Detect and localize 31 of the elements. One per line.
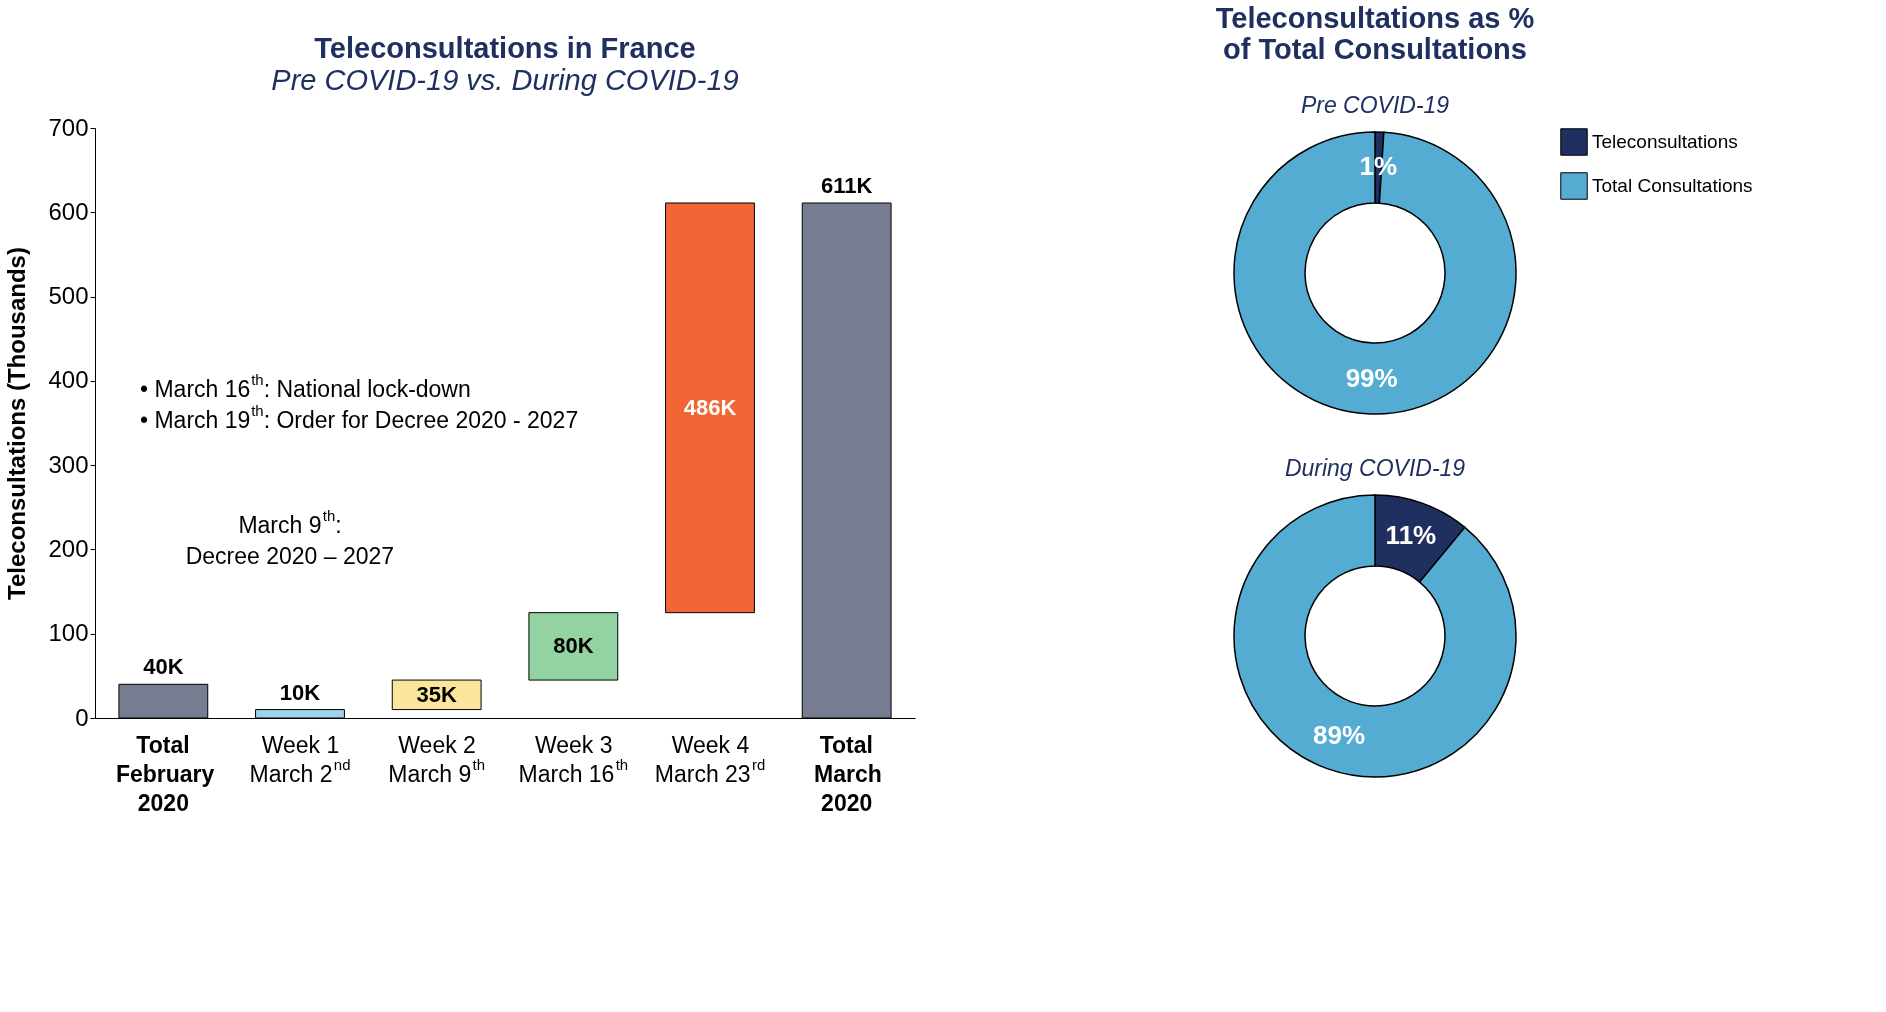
data-label: 40K xyxy=(143,654,184,680)
data-label: 486K xyxy=(683,394,737,420)
chart-title: Teleconsultations in France xyxy=(314,32,696,64)
data-label: 11% xyxy=(1385,520,1437,551)
legend-label: Total Consultations xyxy=(1592,175,1753,196)
data-label: 89% xyxy=(1313,719,1366,750)
data-label: 611K xyxy=(820,173,873,199)
donut-slice xyxy=(1233,494,1517,778)
x-tick-label: Total March 2020 xyxy=(814,732,882,816)
y-tick-label: 300 xyxy=(48,450,89,478)
data-label: 10K xyxy=(279,679,321,705)
data-label: 35K xyxy=(416,681,457,707)
y-axis-title: Teleconsultations (Thousands) xyxy=(3,247,31,600)
chart-subtitle: Pre COVID-19 xyxy=(1300,92,1450,118)
donut-slice xyxy=(1233,131,1517,415)
y-tick-label: 400 xyxy=(48,366,89,394)
y-tick-label: 0 xyxy=(75,703,89,731)
y-tick-label: 100 xyxy=(48,619,89,647)
bar xyxy=(528,612,619,681)
legend-label: Teleconsultations xyxy=(1592,131,1738,152)
y-tick-label: 600 xyxy=(48,197,89,225)
chart-title: During COVID-19 xyxy=(1284,455,1466,481)
data-label: 80K xyxy=(553,633,594,659)
y-tick-label: 500 xyxy=(48,282,89,310)
x-tick-label: Total February 2020 xyxy=(115,732,215,816)
bar xyxy=(665,202,755,614)
y-tick-label: 700 xyxy=(48,113,89,141)
chart-subtitle: Pre COVID-19 vs. During COVID-19 xyxy=(271,64,739,96)
chart-title: Teleconsultations as % of Total Consultations xyxy=(1215,2,1535,65)
y-tick-label: 200 xyxy=(48,534,89,562)
data-label: 99% xyxy=(1345,362,1398,393)
